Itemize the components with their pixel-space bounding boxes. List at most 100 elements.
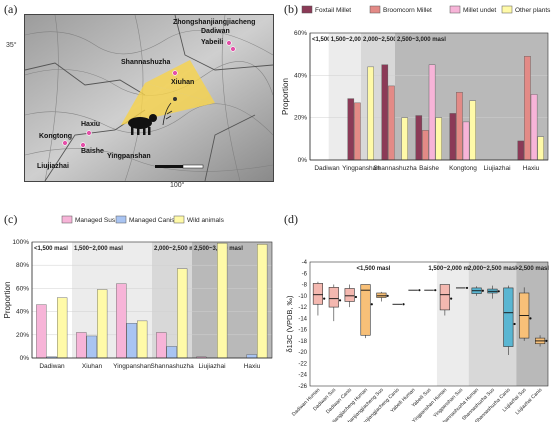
legend-label: Wild animals [187,217,225,224]
y-tick-label: -26 [298,384,307,390]
legend-swatch [449,5,461,14]
mean-point [434,289,437,292]
y-tick-label: 60% [16,285,29,292]
x-tick-label: Yingpanshan [113,363,151,370]
y-tick-label: -18 [298,339,307,345]
box [376,292,387,298]
bar [537,136,544,161]
legend-swatch [369,5,381,14]
y-axis-label: δ13C (VPDB, ‰) [285,295,294,353]
site-label: Yabeili [201,39,224,46]
fan-dot [173,97,177,101]
box [439,284,450,311]
y-tick-label: -20 [298,350,307,356]
scale-bar [155,164,204,169]
y-tick-label: -12 [298,305,307,311]
bar [166,346,177,359]
elevation-zone-label: 2,000~2,500 masl [468,266,517,272]
highlight-fan [121,83,215,125]
mean-point [497,290,500,293]
elevation-zone-label: <1,500 masl [34,246,68,252]
elevation-zone-label: 2,000~2,500 masl [154,246,203,252]
bar [428,64,436,161]
animal-silhouette [128,114,157,135]
bar [156,332,167,359]
box [344,288,355,302]
y-tick-label: 80% [16,262,29,269]
y-tick-label: 20% [294,115,307,122]
x-tick-label: Haxiu [244,363,261,370]
bar [517,140,525,161]
mean-point [354,295,358,299]
panel-d-label: (d) [284,212,298,226]
bar [456,92,463,161]
elevation-zone-label: >2,500 masl [515,266,549,272]
bar [469,100,476,161]
x-tick-label: Yingpanshan [342,165,380,172]
bar [354,102,361,161]
mean-point [402,303,405,306]
chart-c: <1,500 masl 1,500~2,000 masl 2,000~2,500 m… [3,215,273,370]
y-tick-label: -10 [298,294,307,300]
bar [57,297,68,359]
site-marker [230,46,236,52]
legend-swatch [501,5,513,14]
panel-a-label: (a) [4,2,18,16]
elevation-zone-label: <1,500 masl [357,266,391,272]
bar [116,283,127,359]
y-tick-label: -8 [302,283,308,289]
bar [381,64,389,161]
site-label: Dadiwan [201,28,230,35]
elevation-zone-label: 1,500~2,000 masl [428,266,477,272]
plot-frame [31,241,273,359]
mean-point [386,294,389,297]
panel-d: (d) <1,500 masl 1,500~2,000 masl 2,000~2,5… [280,212,554,427]
y-axis-label: Proportion [3,282,12,319]
elevation-zone [310,262,437,386]
mean-point [323,297,326,300]
y-tick-label: -4 [302,260,308,266]
bar [530,94,538,161]
mean-point [481,289,484,292]
mean-point [370,303,373,306]
mean-point [513,322,516,326]
y-tick-label: -24 [298,373,307,379]
bar [462,121,470,161]
elevation-zone-label: 2,000~2,500 masl [363,37,412,43]
bar [36,304,47,359]
legend-label: Foxtail Millet [315,7,351,14]
lat-tick-35: 35° [6,42,17,49]
bar [176,268,188,359]
y-tick-label: 40% [16,309,29,316]
site-label: Xiuhan [171,79,195,86]
site-marker [80,142,86,148]
legend-label: Managed Canis [129,217,175,224]
elevation-zone [310,33,329,160]
map-frame: Zhongshanjiangjiacheng Dadiwan Yabeili S… [24,14,274,182]
y-tick-label: 0% [298,157,308,164]
mean-point [418,289,421,292]
bar [96,289,108,359]
x-tick-label: Kongtong [449,165,477,172]
legend-swatch [173,215,185,224]
x-tick-label: Shannashuzha [373,165,417,172]
box [328,287,339,308]
panel-c: (c) <1,500 masl 1,500~2,000 masl 2,000~2,5… [0,212,280,422]
site-marker [172,70,178,76]
elevation-zone-label: 2,500~3,000 masl [397,37,446,43]
y-axis-label: Proportion [281,78,290,115]
bar [524,56,531,161]
bar [388,85,395,161]
y-tick-label: 40% [294,72,307,79]
mean-point [465,286,469,290]
site-label: Zhongshanjiangjiacheng [173,19,256,26]
bar [136,320,148,359]
site-label: Yingpanshan [107,153,151,160]
panel-c-label: (c) [4,212,18,226]
elevation-zone-label: 1,500~2,000 masl [331,37,380,43]
x-tick-label: Liujiazhai [198,363,225,370]
legend-swatch [301,5,313,14]
mean-point [450,297,453,300]
